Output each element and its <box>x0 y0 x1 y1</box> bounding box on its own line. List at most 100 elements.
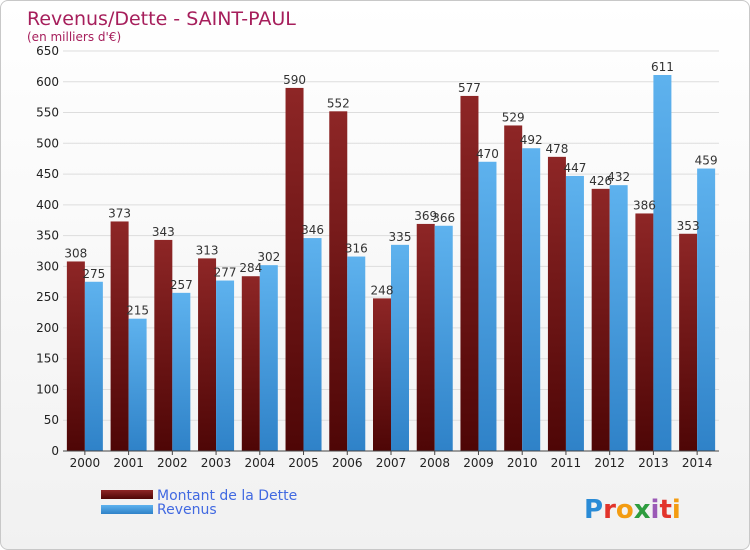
bars <box>66 75 716 452</box>
bar-revenus <box>478 161 497 451</box>
y-tick-label: 200 <box>36 321 59 335</box>
y-tick-label: 400 <box>36 198 59 212</box>
value-label: 257 <box>170 278 193 292</box>
logo-letter: x <box>634 495 651 525</box>
bar-dette <box>504 125 523 451</box>
value-label: 353 <box>677 219 700 233</box>
bar-revenus <box>303 238 322 451</box>
value-label: 275 <box>82 267 105 281</box>
bar-revenus <box>434 225 453 451</box>
value-label: 302 <box>257 250 280 264</box>
bar-dette <box>679 233 698 451</box>
value-label: 432 <box>607 170 630 184</box>
bar-dette <box>329 111 348 452</box>
logo-letter: i <box>651 495 660 525</box>
x-tick-label: 2009 <box>463 456 494 470</box>
chart-subtitle: (en milliers d'€) <box>27 30 121 44</box>
bar-revenus <box>565 175 584 451</box>
bar-dette <box>241 276 260 451</box>
value-label: 373 <box>108 206 131 220</box>
bar-dette <box>110 221 129 451</box>
legend-swatch-dette <box>101 490 153 499</box>
value-label: 313 <box>196 243 219 257</box>
y-tick-label: 500 <box>36 136 59 150</box>
y-tick-label: 150 <box>36 352 59 366</box>
value-label: 470 <box>476 147 499 161</box>
value-label: 552 <box>327 96 350 110</box>
value-label: 308 <box>64 246 87 260</box>
bar-dette <box>591 188 610 451</box>
x-tick-label: 2008 <box>419 456 450 470</box>
bar-revenus <box>347 256 366 451</box>
x-tick-label: 2011 <box>551 456 582 470</box>
logo-letter: P <box>584 495 603 525</box>
value-label: 277 <box>214 266 237 280</box>
bar-revenus <box>128 318 147 451</box>
bar-revenus <box>259 265 278 451</box>
value-label: 590 <box>283 73 306 87</box>
y-tick-label: 0 <box>51 444 59 458</box>
bar-revenus <box>84 281 103 451</box>
y-tick-label: 300 <box>36 259 59 273</box>
y-tick-label: 650 <box>36 44 59 58</box>
value-label: 366 <box>432 211 455 225</box>
y-tick-label: 600 <box>36 75 59 89</box>
legend-label-dette: Montant de la Dette <box>157 488 297 504</box>
bar-revenus <box>522 148 541 451</box>
x-axis-ticks: 2000 2001 2002 2003 2004 2005 2006 2007 2008 2009… <box>70 451 713 470</box>
value-label: 447 <box>563 161 586 175</box>
value-label: 459 <box>695 154 718 168</box>
value-label: 343 <box>152 225 175 239</box>
logo-letter: i <box>672 495 681 525</box>
value-label: 611 <box>651 60 674 74</box>
bar-revenus <box>216 280 235 451</box>
y-tick-label: 100 <box>36 382 59 396</box>
x-tick-label: 2004 <box>245 456 276 470</box>
value-label: 577 <box>458 81 481 95</box>
bar-dette <box>285 87 304 451</box>
logo-letter: r <box>603 495 616 525</box>
x-tick-label: 2001 <box>113 456 144 470</box>
bar-dette <box>547 156 566 451</box>
bar-dette <box>416 223 435 451</box>
chart-title: Revenus/Dette - SAINT-PAUL <box>27 8 296 30</box>
x-tick-label: 2000 <box>70 456 101 470</box>
x-tick-label: 2007 <box>376 456 407 470</box>
legend-swatch-revenus <box>101 505 153 514</box>
bar-dette <box>198 258 217 451</box>
x-tick-label: 2014 <box>682 456 713 470</box>
bar-dette <box>635 213 654 451</box>
value-label: 369 <box>414 209 437 223</box>
value-label: 426 <box>589 174 612 188</box>
y-tick-label: 250 <box>36 290 59 304</box>
bar-revenus <box>653 75 672 451</box>
logo-letter: o <box>616 495 634 525</box>
x-tick-label: 2012 <box>594 456 625 470</box>
y-tick-label: 450 <box>36 167 59 181</box>
y-axis-ticks: 0 50 100 150 200 250 300 350 400 450 500 550 600 650 <box>36 44 59 458</box>
value-label: 346 <box>301 223 324 237</box>
value-label: 284 <box>239 261 262 275</box>
value-label: 492 <box>520 133 543 147</box>
bar-dette <box>373 298 391 451</box>
y-tick-label: 350 <box>36 229 59 243</box>
value-label: 386 <box>633 198 656 212</box>
bar-dette <box>460 95 479 451</box>
value-label: 316 <box>345 242 368 256</box>
x-tick-label: 2010 <box>507 456 538 470</box>
x-tick-label: 2013 <box>638 456 669 470</box>
value-label: 478 <box>545 142 568 156</box>
legend-label-revenus: Revenus <box>157 502 217 518</box>
bar-dette <box>66 261 85 451</box>
bar-revenus <box>391 244 409 451</box>
y-tick-label: 550 <box>36 106 59 120</box>
value-label: 215 <box>126 304 149 318</box>
bar-revenus <box>172 292 191 451</box>
x-tick-label: 2005 <box>288 456 319 470</box>
legend: Montant de la Dette Revenus <box>101 488 297 518</box>
value-label: 248 <box>371 283 394 297</box>
x-tick-label: 2002 <box>157 456 188 470</box>
logo-letter: t <box>659 495 671 525</box>
